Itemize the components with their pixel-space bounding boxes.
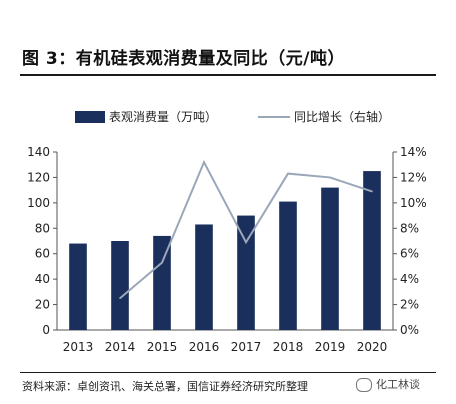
y-right-tick-label: 6% (400, 247, 419, 261)
watermark: 化工林谈 (356, 376, 420, 392)
source-divider (20, 372, 436, 373)
title-divider (20, 74, 436, 76)
legend-bar-label: 表观消费量（万吨） (109, 110, 217, 124)
bar (363, 171, 381, 330)
y-right-tick-label: 14% (400, 145, 427, 159)
bar (237, 215, 255, 330)
y-right-tick-label: 0% (400, 323, 419, 337)
y-right-tick-label: 8% (400, 221, 419, 235)
y-left-tick-label: 120 (27, 170, 50, 184)
source-note: 资料来源：卓创资讯、海关总署，国信证券经济研究所整理 (22, 380, 308, 393)
x-tick-label: 2016 (189, 340, 220, 354)
bar (279, 201, 297, 330)
x-tick-label: 2020 (357, 340, 388, 354)
line-point (119, 297, 121, 300)
y-left-tick-label: 40 (35, 272, 50, 286)
y-left-tick-label: 20 (35, 298, 50, 312)
y-right-tick-label: 10% (400, 196, 427, 210)
bar (195, 224, 213, 330)
x-tick-label: 2019 (315, 340, 346, 354)
y-right-tick-label: 2% (400, 298, 419, 312)
line-point (203, 161, 205, 163)
line-point (287, 172, 289, 175)
legend-line-label: 同比增长（右轴） (294, 109, 390, 124)
figure-title: 图 3：有机硅表观消费量及同比（元/吨） (22, 49, 345, 69)
chart: 0 20 40 60 80 100 120 140 0% 2% 4% 6% 8% 10% 12% 14% 201… (27, 109, 427, 354)
x-tick-label: 2015 (147, 340, 178, 354)
y-left-tick-label: 100 (27, 196, 50, 210)
watermark-text: 化工林谈 (376, 378, 420, 391)
y-left-tick-label: 60 (35, 247, 50, 261)
x-tick-label: 2018 (273, 340, 304, 354)
y-left-tick-label: 80 (35, 221, 50, 235)
bar (69, 243, 87, 330)
x-tick-label: 2013 (63, 340, 94, 354)
x-tick-label: 2014 (105, 340, 136, 354)
y-right-tick-label: 4% (400, 272, 419, 286)
line-point (371, 190, 373, 193)
x-tick-label: 2017 (231, 340, 262, 354)
y-left-tick-label: 0 (42, 323, 50, 337)
bar (153, 235, 171, 330)
y-left-tick-label: 140 (27, 145, 50, 159)
line-point (245, 241, 247, 244)
chat-bubble-icon (356, 378, 372, 392)
bar (321, 187, 339, 330)
y-right-tick-label: 12% (400, 170, 427, 184)
line-point (329, 176, 331, 179)
legend-bar-swatch (75, 111, 105, 123)
bar (111, 241, 129, 330)
line-point (161, 261, 163, 264)
